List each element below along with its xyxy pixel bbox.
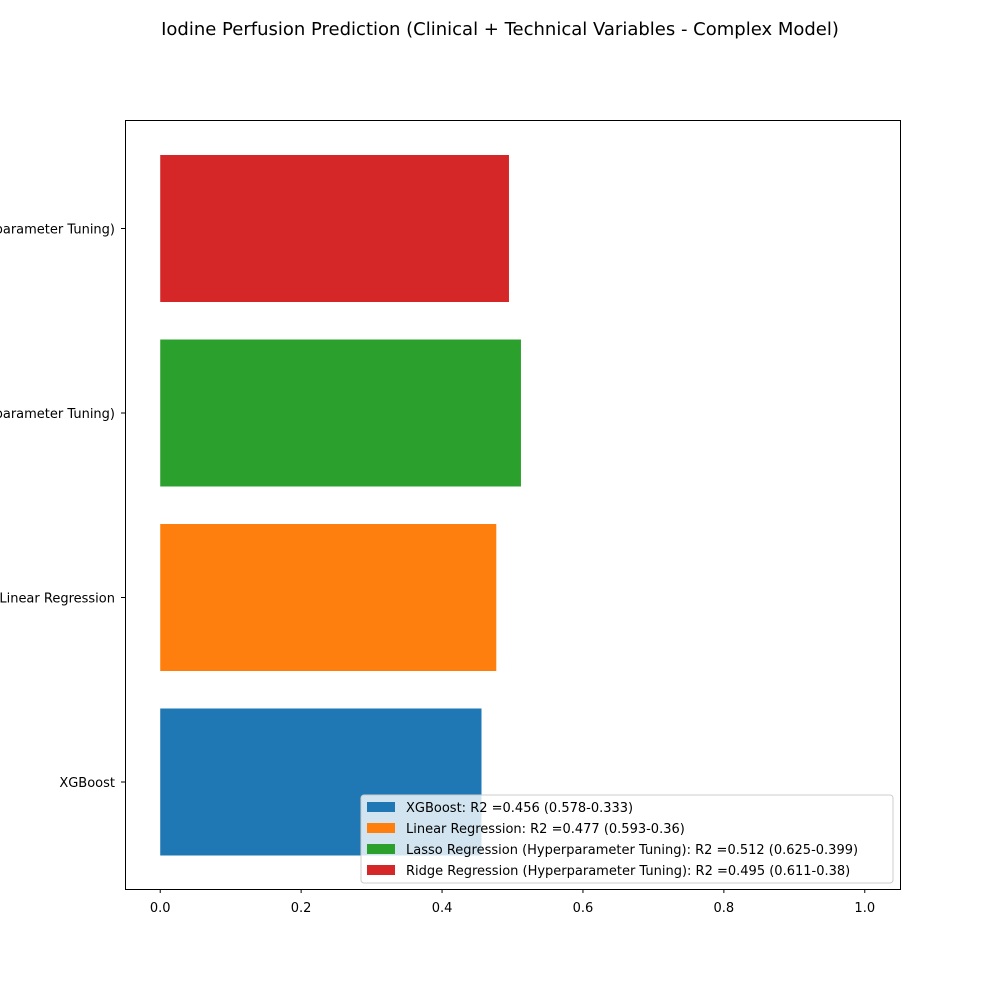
x-tick-label: 0.6 xyxy=(573,901,594,916)
x-tick-label: 0.0 xyxy=(150,901,171,916)
y-tick-label: XGBoost xyxy=(59,776,115,791)
plot-frame xyxy=(125,120,901,890)
bar-ridge-regression-hyperparameter-tuning xyxy=(160,155,509,302)
y-tick-label: Ridge Regression (Hyperparameter Tuning) xyxy=(0,223,115,238)
legend: XGBoost: R2 =0.456 (0.578-0.333) Linear R… xyxy=(360,794,894,884)
y-axis-ticks: XGBoost Linear Regression Lasso Regression… xyxy=(0,223,125,791)
bar-linear-regression xyxy=(160,524,497,671)
x-tick-label: 0.8 xyxy=(714,901,735,916)
legend-entry: Linear Regression: R2 =0.477 (0.593-0.36… xyxy=(406,822,685,837)
legend-entry: Lasso Regression (Hyperparameter Tuning)… xyxy=(406,843,858,858)
x-axis-ticks: 0.0 0.2 0.4 0.6 0.8 1.0 xyxy=(150,889,875,916)
chart-title: Iodine Perfusion Prediction (Clinical + … xyxy=(161,19,839,40)
x-tick-label: 0.4 xyxy=(432,901,453,916)
legend-swatch xyxy=(367,865,395,875)
legend-entry: XGBoost: R2 =0.456 (0.578-0.333) xyxy=(406,801,633,816)
legend-swatch xyxy=(367,802,395,812)
y-tick-label: Linear Regression xyxy=(0,592,115,607)
bar-lasso-regression-hyperparameter-tuning xyxy=(160,339,521,487)
x-tick-label: 1.0 xyxy=(854,901,875,916)
x-tick-label: 0.2 xyxy=(291,901,312,916)
legend-swatch xyxy=(367,844,395,854)
legend-swatch xyxy=(367,823,395,833)
legend-box xyxy=(360,794,894,884)
bars-group xyxy=(160,155,521,856)
legend-entry: Ridge Regression (Hyperparameter Tuning)… xyxy=(406,864,850,879)
y-tick-label: Lasso Regression (Hyperparameter Tuning) xyxy=(0,407,115,422)
